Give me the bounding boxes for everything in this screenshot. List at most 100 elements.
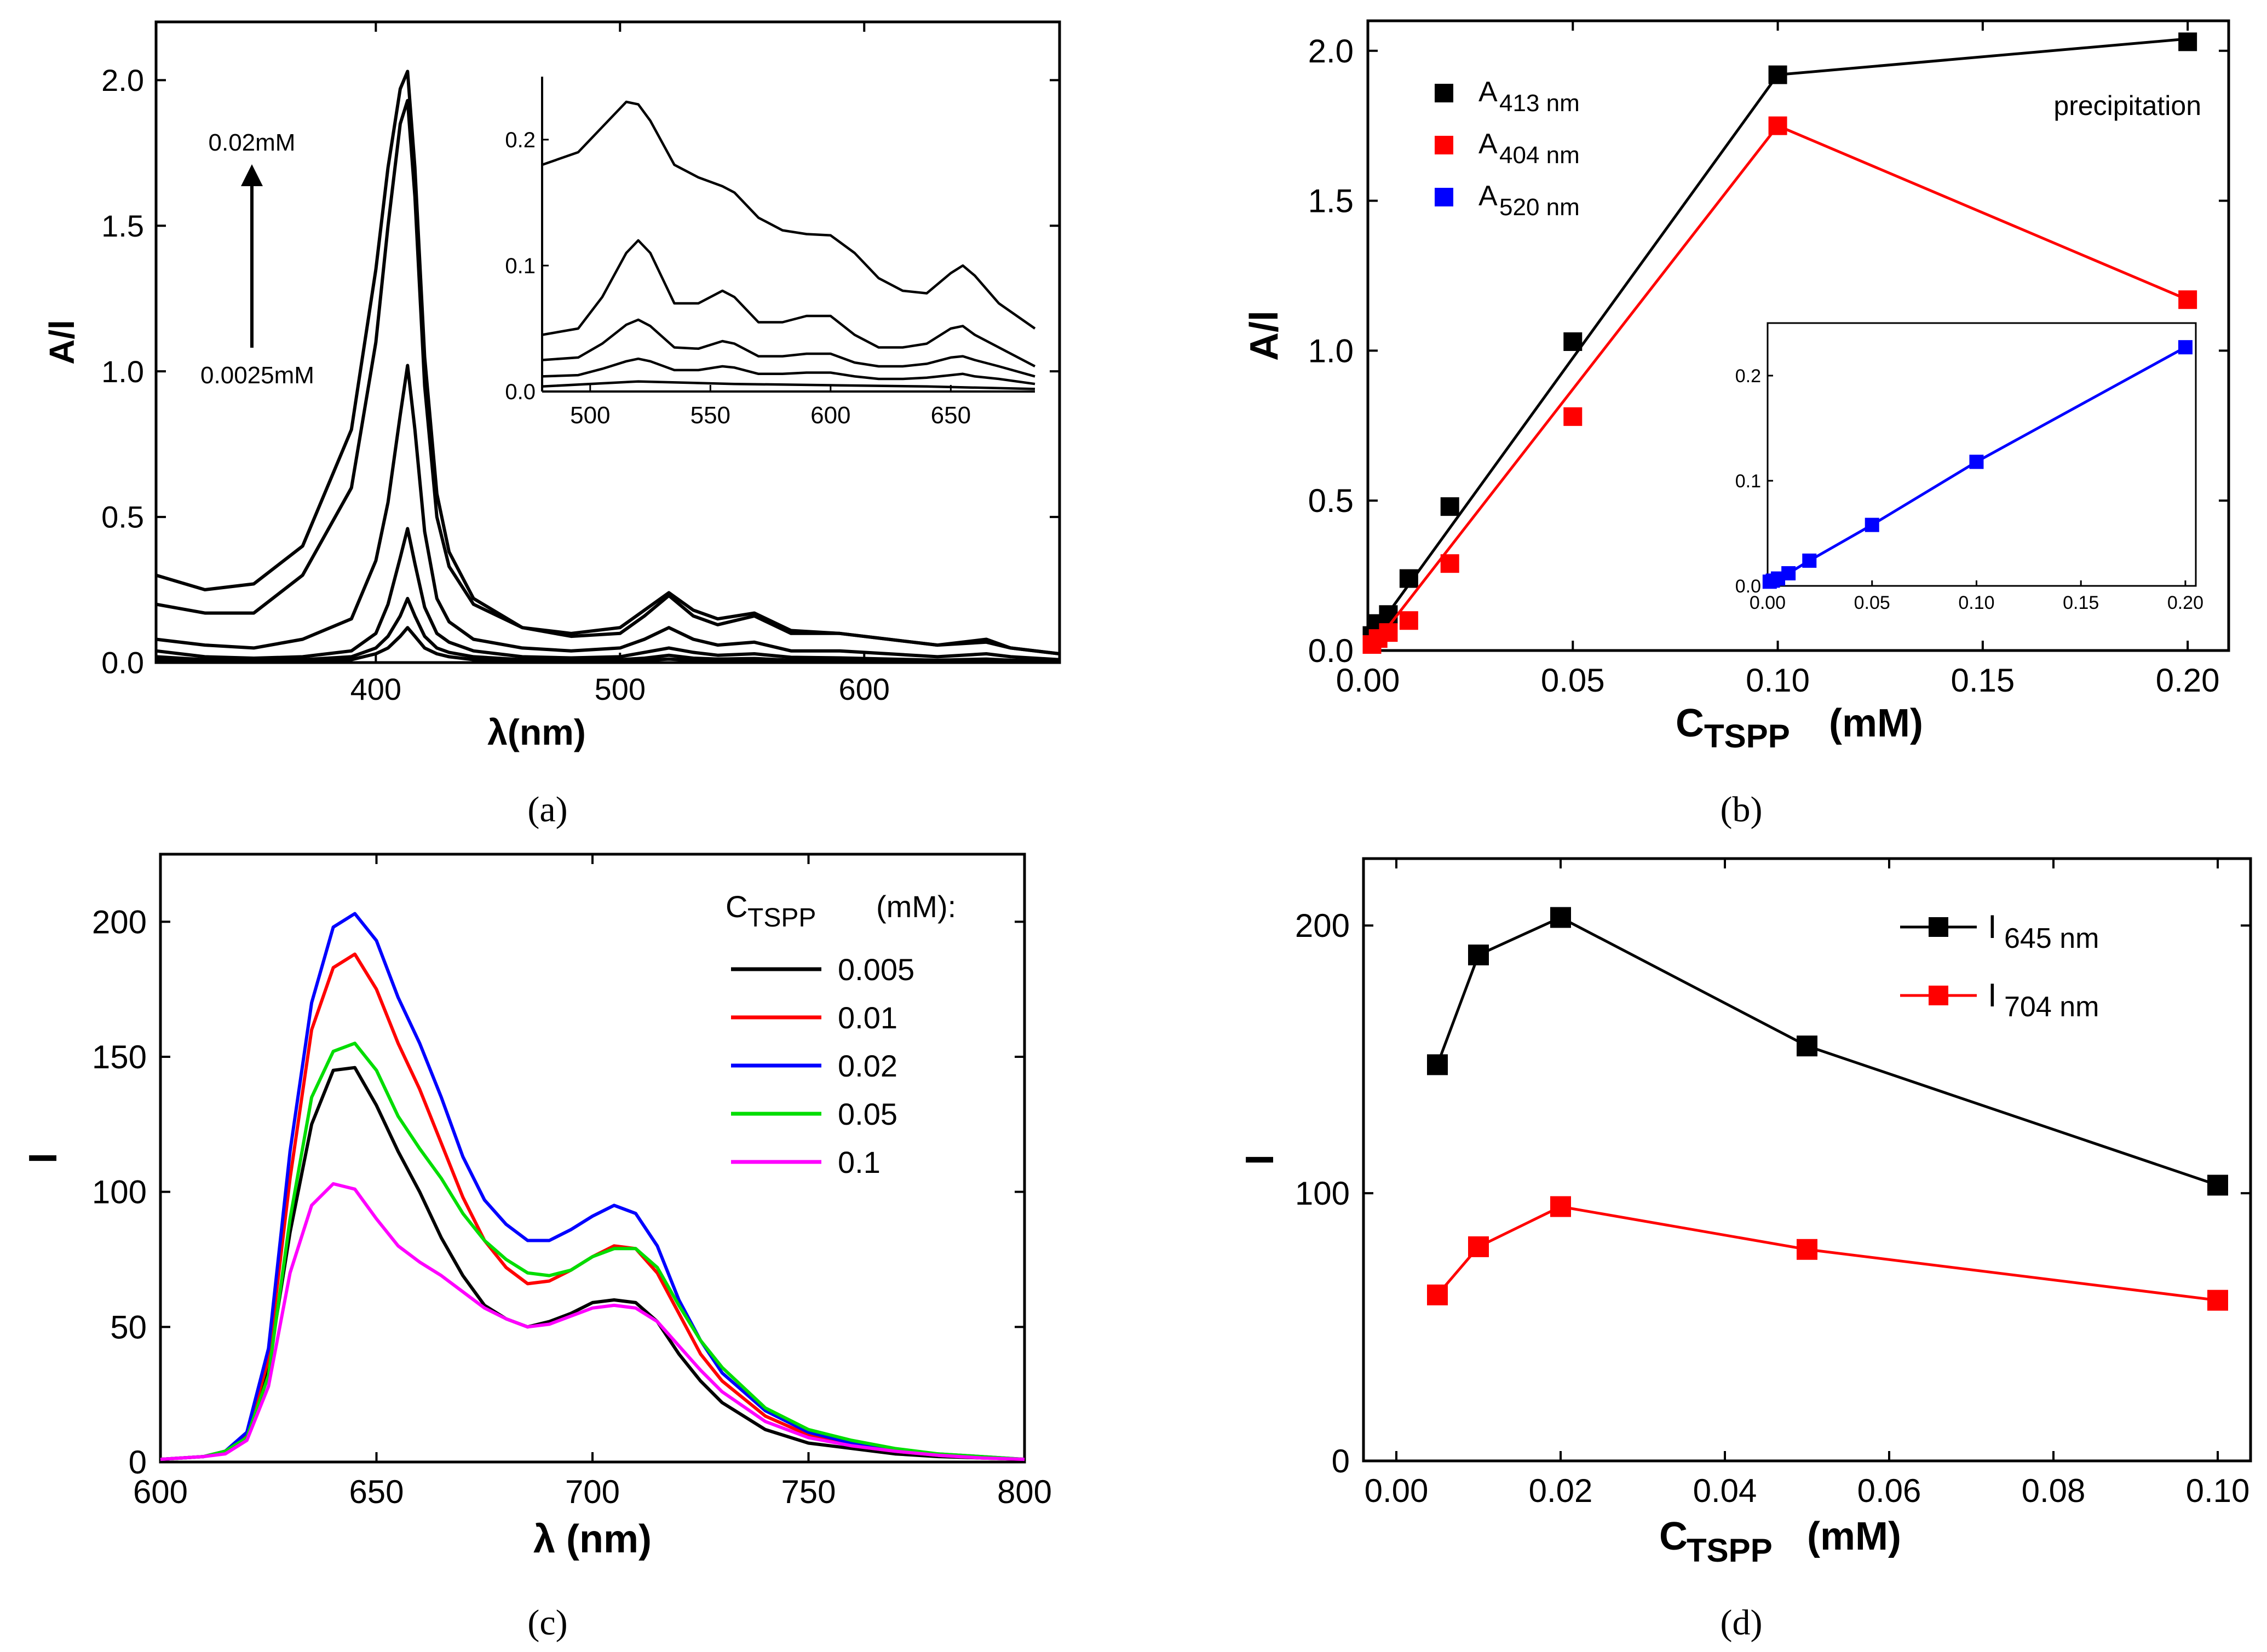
y-axis-label-c: I	[21, 1153, 65, 1164]
inset-series-line-a-2	[542, 318, 1035, 378]
data-point-b-1	[1440, 554, 1459, 573]
inset-data-point-b	[1969, 454, 1984, 469]
data-point-b-0	[1379, 605, 1398, 624]
legend-sub-b-2: 520 nm	[1499, 194, 1580, 221]
y-tick-label-b: 2.0	[1308, 33, 1354, 70]
legend-name-b-0: A	[1478, 76, 1498, 108]
inset-x-tick-label-a: 600	[810, 402, 850, 429]
x-axis-label-b: C	[1676, 701, 1704, 745]
x-tick-label-b: 0.05	[1541, 662, 1605, 699]
inset-series-line-a-3	[542, 357, 1035, 385]
legend-name-d-0: I	[1988, 908, 1997, 945]
data-point-d-1	[1550, 1196, 1571, 1217]
data-point-b-0	[1768, 65, 1787, 84]
inset-x-tick-label-b: 0.20	[2167, 592, 2203, 613]
x-tick-label-d: 0.02	[1529, 1472, 1593, 1509]
series-line-d-1	[1436, 1205, 2218, 1302]
inset-data-point-b	[1865, 517, 1879, 532]
inset-x-tick-label-b: 0.05	[1854, 592, 1890, 613]
x-tick-label-d: 0.08	[2022, 1472, 2086, 1509]
plot-frame-d	[1362, 857, 2252, 1463]
legend-label-c-0: 0.005	[838, 952, 914, 987]
x-tick-label-a: 500	[595, 672, 646, 706]
y-tick-label-d: 0	[1332, 1443, 1350, 1480]
y-tick-label-c: 50	[110, 1309, 147, 1345]
legend-title-unit-c: (mM):	[876, 889, 956, 924]
inset-series-line-a-1	[542, 239, 1036, 367]
x-axis-label-unit-d: (mM)	[1807, 1515, 1901, 1558]
panel-label-c: (c)	[527, 1603, 567, 1643]
legend-label-c-3: 0.05	[838, 1097, 897, 1131]
data-point-d-1	[1427, 1284, 1448, 1305]
y-tick-label-a: 0.0	[101, 646, 144, 680]
inset-series-line-a-0	[542, 100, 1036, 330]
legend-label-c-4: 0.1	[838, 1145, 881, 1179]
inset-series-line-a-4	[542, 380, 1035, 390]
x-axis-label-unit-b: (mM)	[1829, 701, 1923, 745]
legend-name-b-1: A	[1478, 128, 1498, 160]
y-tick-label-a: 0.5	[101, 500, 144, 534]
y-tick-label-b: 1.0	[1308, 332, 1354, 369]
series-line-c-3	[160, 1041, 1025, 1461]
legend-sub-d-0: 645 nm	[2004, 923, 2099, 954]
inset-y-tick-label-a: 0.1	[505, 254, 536, 278]
legend-marker-d-1	[1929, 986, 1948, 1005]
charts: 400 500 6000.00.51.01.52.0A/lλ(nm)0.02mM0.…	[21, 19, 2252, 1569]
inset-frame-b	[1767, 322, 2197, 587]
data-point-d-0	[1550, 907, 1571, 928]
data-point-b-1	[2178, 290, 2197, 309]
inset-x-tick-label-b: 0.10	[1958, 592, 1994, 613]
inset-data-point-b	[2178, 340, 2193, 355]
x-tick-label-c: 700	[565, 1473, 620, 1510]
y-tick-label-c: 100	[92, 1174, 147, 1211]
annotation-bottom-a: 0.0025mM	[200, 362, 314, 389]
data-point-b-1	[1399, 611, 1418, 630]
x-tick-label-c: 600	[133, 1473, 188, 1510]
x-tick-label-b: 0.20	[2156, 662, 2220, 699]
legend-sub-b-1: 404 nm	[1499, 142, 1580, 169]
data-point-b-0	[2178, 32, 2197, 51]
panel-label-b: (b)	[1721, 790, 1763, 830]
series-line-c-1	[160, 952, 1025, 1461]
y-tick-label-d: 200	[1295, 907, 1350, 944]
x-tick-label-d: 0.10	[2186, 1472, 2250, 1509]
y-tick-label-b: 0.0	[1308, 632, 1354, 669]
x-tick-label-c: 750	[781, 1473, 836, 1510]
x-tick-label-a: 600	[839, 672, 890, 706]
inset-x-tick-label-a: 650	[931, 402, 971, 429]
y-axis-label-d: I	[1238, 1154, 1282, 1165]
x-tick-label-c: 800	[997, 1473, 1052, 1510]
inset-x-tick-label-b: 0.15	[2063, 592, 2099, 613]
data-point-d-0	[1797, 1035, 1817, 1057]
inset-b: 0.00 0.05 0.10 0.15 0.20 0.0 0.1 0.2	[1735, 322, 2203, 613]
legend-title-c: C	[726, 889, 747, 924]
legend-name-d-1: I	[1988, 977, 1997, 1014]
axes-b: 0.00 0.05 0.10 0.15 0.200.00.51.01.52.0A 413 …	[1242, 19, 2230, 755]
inset-y-tick-label-b: 0.1	[1735, 471, 1761, 492]
legend-marker-b-1	[1435, 136, 1453, 154]
data-point-b-1	[1379, 623, 1398, 642]
data-point-b-0	[1440, 497, 1459, 516]
legend-sub-b-0: 413 nm	[1499, 90, 1580, 117]
x-axis-label-d: C	[1659, 1515, 1688, 1558]
x-tick-label-a: 400	[350, 672, 401, 706]
annotation-arrowhead-a	[241, 164, 263, 186]
y-axis-label-b: A/l	[1242, 310, 1286, 361]
panel-label-d: (d)	[1721, 1603, 1763, 1643]
series-line-a-3	[156, 364, 1060, 661]
y-tick-label-c: 150	[92, 1039, 147, 1075]
x-tick-label-b: 0.15	[1950, 662, 2015, 699]
x-axis-label-sub-d: TSPP	[1687, 1532, 1773, 1569]
data-point-d-0	[2207, 1175, 2228, 1196]
legend-marker-d-0	[1929, 917, 1948, 937]
plot-frame-a	[154, 20, 1061, 664]
legend-label-c-2: 0.02	[838, 1049, 897, 1083]
y-tick-label-a: 1.5	[101, 209, 144, 243]
x-tick-label-c: 650	[349, 1473, 404, 1510]
inset-x-tick-label-b: 0.00	[1750, 592, 1786, 613]
inset-y-tick-label-a: 0.2	[505, 128, 536, 152]
data-point-d-1	[1797, 1239, 1817, 1260]
data-point-d-1	[1468, 1236, 1489, 1257]
